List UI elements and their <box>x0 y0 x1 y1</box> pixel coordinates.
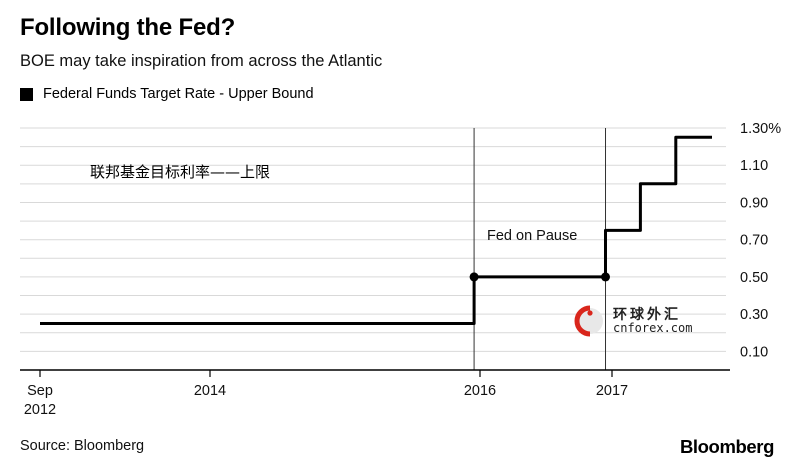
x-tick-label: 2016 <box>464 383 496 399</box>
y-tick-label: 1.30% <box>740 121 781 137</box>
annotation-cn-label: 联邦基金目标利率——上限 <box>90 163 271 181</box>
y-tick-label: 1.10 <box>740 158 768 174</box>
series-marker <box>601 272 611 282</box>
source-note: Source: Bloomberg <box>20 438 145 454</box>
y-tick-label: 0.50 <box>740 270 768 286</box>
x-tick-label: 2014 <box>194 383 226 399</box>
y-axis-ticks: 0.10 0.30 0.50 0.70 0.90 1.10 1.30% <box>740 121 781 360</box>
series-line <box>40 135 712 325</box>
y-tick-label: 0.70 <box>740 233 768 249</box>
x-axis: Sep 2012 2014 2016 2017 <box>20 369 730 418</box>
watermark-en-text: cnforex.com <box>613 321 693 335</box>
series-marker <box>469 272 479 282</box>
series-group <box>40 135 712 325</box>
y-tick-label: 0.90 <box>740 195 768 211</box>
x-tick-label: Sep <box>27 383 53 399</box>
marker-group <box>469 272 611 282</box>
chart-legend: Federal Funds Target Rate - Upper Bound <box>20 86 314 102</box>
chart-subtitle: BOE may take inspiration from across the… <box>20 52 383 70</box>
y-tick-label: 0.10 <box>740 344 768 360</box>
x-tick-sublabel: 2012 <box>24 402 56 418</box>
y-tick-label: 0.30 <box>740 307 768 323</box>
watermark: 环球外汇 cnforex.com <box>573 304 723 340</box>
legend-swatch <box>20 87 33 101</box>
watermark-logo-icon <box>574 305 603 337</box>
annotation-fed-on-pause: Fed on Pause <box>487 228 577 244</box>
legend-label: Federal Funds Target Rate - Upper Bound <box>43 86 314 102</box>
bloomberg-logo: Bloomberg <box>679 436 774 457</box>
chart-title: Following the Fed? <box>20 14 236 41</box>
x-tick-label: 2017 <box>596 383 628 399</box>
watermark-cn-text: 环球外汇 <box>613 307 681 323</box>
